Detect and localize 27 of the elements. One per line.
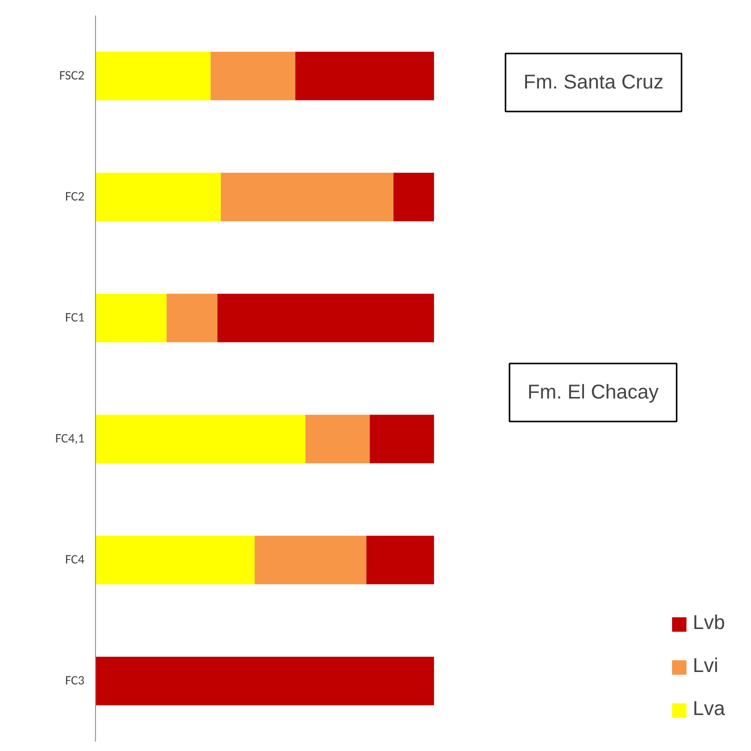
y-tick-label: FC1 — [65, 310, 85, 326]
text: Fm. El Chacay — [528, 382, 659, 404]
text: Fm. Santa Cruz — [524, 72, 664, 94]
bar — [254, 536, 366, 584]
bar — [96, 52, 211, 100]
bar — [166, 294, 218, 342]
y-tick-label: FC2 — [65, 190, 85, 204]
y-tick-label: FC3 — [65, 674, 85, 688]
bar — [210, 52, 296, 100]
bar — [370, 414, 434, 464]
bar — [96, 172, 221, 222]
bar — [305, 414, 370, 464]
bar — [96, 656, 434, 706]
bar — [220, 172, 394, 222]
y-tick-label: FC4,1 — [55, 432, 85, 446]
bar — [295, 52, 434, 100]
legend-label: Lva — [692, 698, 725, 721]
bar — [96, 294, 167, 342]
bar — [217, 294, 434, 342]
bar — [393, 172, 434, 222]
y-tick-label: FSC2 — [59, 68, 85, 84]
bar — [96, 536, 255, 584]
legend-label: Lvb — [692, 612, 725, 635]
bar — [366, 536, 434, 584]
legend-label: Lvi — [692, 655, 718, 678]
y-tick-label: FC4 — [65, 552, 85, 568]
bar — [96, 414, 306, 464]
